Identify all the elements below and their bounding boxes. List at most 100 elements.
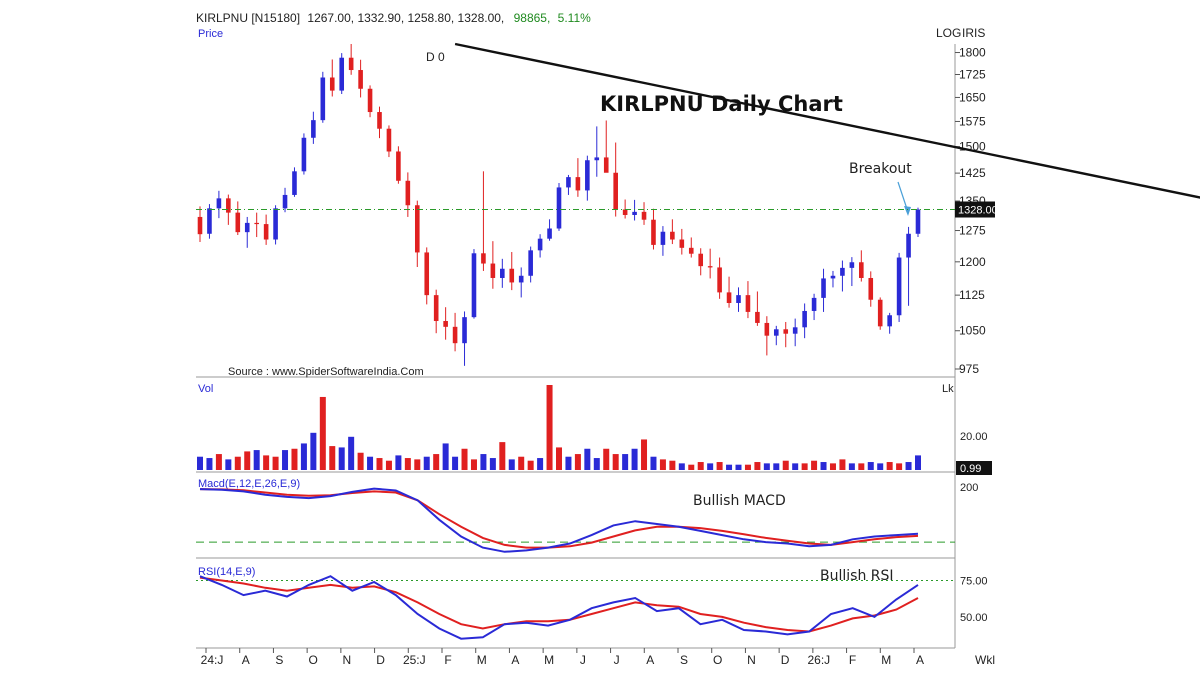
price-tick-label: 1575 (959, 114, 986, 128)
volume-bar (310, 432, 317, 470)
candle-body (235, 212, 241, 233)
candle-body (254, 222, 259, 225)
chart-title: KIRLPNU Daily Chart (600, 92, 843, 116)
price-tick-label: 1200 (959, 255, 986, 269)
volume-bar (593, 458, 600, 470)
time-tick-label: S (680, 653, 688, 667)
candle-body (197, 216, 203, 235)
macd-annotation: Bullish MACD (693, 493, 786, 509)
price-tick-label: 1425 (959, 166, 986, 180)
macd-tick-label: 200 (960, 482, 978, 494)
volume-bar (537, 458, 544, 470)
candle-body (688, 247, 694, 254)
volume-bar (461, 448, 468, 470)
candle-body (424, 252, 430, 296)
price-tick-label: 1725 (959, 67, 986, 81)
candle-body (736, 295, 741, 303)
last-price-box (955, 201, 995, 218)
price-label: Price (198, 28, 223, 40)
candle-body (443, 321, 448, 327)
candle-body (707, 266, 713, 268)
time-tick-label: J (614, 653, 620, 667)
time-tick-label: D (781, 653, 790, 667)
time-tick-label: A (242, 653, 250, 667)
candle-body (745, 295, 751, 312)
volume-bar (282, 450, 289, 470)
price-tick-label: 1275 (959, 224, 986, 238)
candle-body (632, 211, 637, 215)
volume-bar (546, 385, 553, 470)
candle-body (339, 57, 345, 91)
rsi-signal-line (199, 576, 919, 633)
candle-body (726, 292, 732, 303)
candle-body (773, 329, 779, 336)
volume-bar (329, 446, 336, 470)
volume-bar (820, 462, 827, 470)
candle-body (367, 88, 373, 113)
candle-body (811, 297, 817, 311)
volume-bar (782, 460, 789, 470)
volume-bar (584, 448, 591, 470)
candle-body (537, 238, 543, 251)
candle-body (679, 239, 685, 248)
breakout-annotation: Breakout (849, 161, 912, 177)
volume-bar (291, 448, 298, 470)
time-tick-label: O (713, 653, 722, 667)
volume-bar (470, 459, 477, 470)
time-tick-label: 24:J (201, 653, 224, 667)
candle-body (802, 310, 807, 328)
candle-body (547, 228, 552, 239)
volume-bar (197, 456, 203, 470)
volume-panel: Vol Lk 20.00 0.99 (197, 383, 992, 475)
candle-body (915, 209, 921, 234)
volume-bar (659, 459, 666, 470)
candle-body (868, 277, 874, 300)
candle-body (566, 177, 571, 188)
time-axis: 24:J A S O N D 25:J F M A M J J A S O N D 26:J F M A (201, 648, 924, 667)
last-price-label: 1328.00 (958, 205, 998, 217)
volume-bar (839, 459, 846, 470)
volume-bar (622, 454, 629, 470)
trendline (454, 42, 1200, 199)
candle-body (320, 77, 326, 121)
volume-bar (773, 463, 780, 470)
rsi-label: RSI(14,E,9) (198, 566, 255, 578)
candle-body (575, 177, 581, 191)
volume-bar (423, 456, 430, 470)
volume-bar (792, 463, 799, 470)
candle-body (603, 157, 609, 173)
candle-body (660, 231, 666, 245)
breakout-arrowhead (904, 206, 911, 216)
volume-bar (603, 448, 610, 470)
volume-bar (896, 463, 903, 470)
candle-body (792, 327, 798, 334)
candle-body (830, 275, 836, 279)
volume-bar (678, 463, 685, 470)
candle-body (301, 137, 307, 172)
candle-body (755, 311, 760, 323)
time-tick-label: O (308, 653, 317, 667)
time-tick-label: F (444, 653, 451, 667)
volume-unit-label: Lk (942, 383, 954, 395)
provider-label: IRIS (962, 26, 985, 40)
candle-body (490, 263, 496, 278)
volume-bar (234, 456, 241, 470)
volume-bar (565, 456, 572, 470)
volume-last-box (956, 461, 992, 475)
candle-body (433, 295, 439, 322)
candle-body (282, 194, 288, 209)
price-panel: KIRLPNU Daily Chart Source : www.SpiderS… (196, 42, 1200, 378)
log-scale-label: LOG (936, 26, 961, 40)
candle-body (292, 171, 297, 195)
volume-last-label: 0.99 (960, 463, 981, 475)
volume-bar (886, 462, 893, 470)
rsi-line (199, 575, 919, 640)
candle-body (396, 151, 401, 181)
volume-bar (367, 456, 374, 470)
candle-body (556, 187, 562, 229)
volume-bar (574, 454, 581, 470)
candle-body (348, 57, 354, 71)
volume-bar (385, 460, 392, 470)
candle-body (670, 231, 675, 240)
